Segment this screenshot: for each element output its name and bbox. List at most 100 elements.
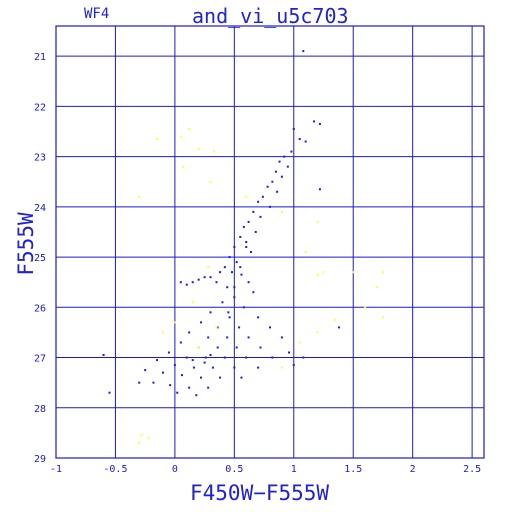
data-point	[219, 376, 222, 379]
data-point	[249, 251, 252, 254]
data-point	[239, 235, 242, 238]
data-point	[318, 188, 321, 191]
data-point	[302, 356, 305, 359]
data-point	[278, 160, 281, 163]
data-point	[245, 356, 248, 359]
data-point	[247, 281, 250, 284]
data-point	[138, 441, 141, 444]
data-point	[195, 394, 198, 397]
data-point	[269, 326, 271, 329]
data-point	[207, 336, 210, 339]
data-point	[188, 386, 191, 389]
data-point	[280, 210, 283, 213]
y-tick-label: 25	[34, 253, 46, 264]
data-point	[179, 281, 182, 284]
data-point	[238, 326, 241, 329]
data-point	[304, 140, 307, 143]
grid-lines	[55, 26, 484, 459]
data-point	[257, 200, 260, 203]
data-point	[216, 326, 219, 329]
data-point	[176, 391, 179, 394]
data-point	[274, 170, 277, 173]
data-point	[156, 138, 159, 141]
data-point	[337, 326, 340, 329]
data-point	[316, 220, 319, 223]
chip-label: WF4	[84, 6, 110, 22]
data-point	[216, 346, 219, 349]
data-point	[197, 278, 200, 281]
data-point	[207, 266, 210, 269]
data-point	[240, 376, 243, 379]
data-point	[259, 346, 262, 349]
data-point	[271, 356, 274, 359]
data-point	[318, 122, 321, 125]
data-point	[283, 155, 286, 158]
data-point	[191, 359, 194, 362]
data-point	[213, 150, 216, 153]
data-point	[242, 225, 245, 228]
data-point	[288, 351, 291, 354]
data-point	[304, 251, 307, 254]
data-point	[192, 366, 195, 369]
data-point	[203, 361, 206, 364]
data-point	[245, 241, 248, 243]
data-point	[197, 148, 200, 151]
data-point	[233, 366, 236, 369]
x-tick-label: -0.5	[103, 464, 127, 475]
data-point	[245, 246, 248, 249]
data-point	[381, 271, 384, 274]
data-point	[252, 210, 255, 213]
y-tick-label: 27	[34, 354, 46, 365]
data-point	[179, 135, 182, 138]
data-point	[276, 190, 279, 193]
plot-border	[55, 25, 485, 459]
data-point	[179, 341, 182, 344]
data-point	[211, 366, 214, 369]
x-tick-label: 1.5	[344, 464, 362, 475]
data-point	[376, 286, 378, 289]
data-point	[266, 185, 269, 188]
data-point	[226, 286, 229, 289]
data-point	[215, 281, 218, 284]
data-point	[108, 391, 111, 394]
data-point	[138, 195, 141, 198]
data-point	[188, 331, 191, 334]
data-point	[197, 346, 200, 349]
data-point	[261, 195, 264, 198]
data-point	[334, 318, 337, 321]
data-point	[162, 331, 164, 334]
data-point	[252, 291, 255, 294]
data-point	[162, 371, 164, 374]
data-point	[223, 266, 226, 269]
y-axis-label: F555W	[14, 212, 38, 276]
data-point	[185, 356, 188, 359]
plot-frame	[55, 25, 485, 459]
data-point	[147, 436, 150, 439]
y-tick-label: 23	[34, 153, 46, 164]
data-point	[364, 306, 367, 309]
data-point	[254, 230, 257, 233]
data-point	[298, 138, 301, 141]
y-tick-label: 22	[34, 102, 46, 113]
data-point	[290, 150, 293, 153]
x-tick-label: -1	[50, 464, 62, 475]
data-point	[230, 271, 233, 274]
data-point	[203, 276, 206, 279]
data-point	[312, 120, 315, 123]
data-point	[235, 346, 238, 349]
data-point	[215, 326, 218, 329]
data-point	[226, 336, 229, 339]
data-point	[204, 356, 207, 359]
data-point	[173, 321, 176, 324]
data-point	[352, 271, 355, 274]
data-point	[239, 266, 242, 269]
data-point	[242, 306, 245, 309]
data-point	[182, 165, 185, 168]
data-point	[102, 354, 105, 357]
y-tick-label: 24	[34, 203, 46, 214]
data-point	[185, 283, 188, 286]
data-point	[316, 273, 319, 276]
data-point	[247, 336, 250, 339]
data-point	[221, 301, 224, 304]
